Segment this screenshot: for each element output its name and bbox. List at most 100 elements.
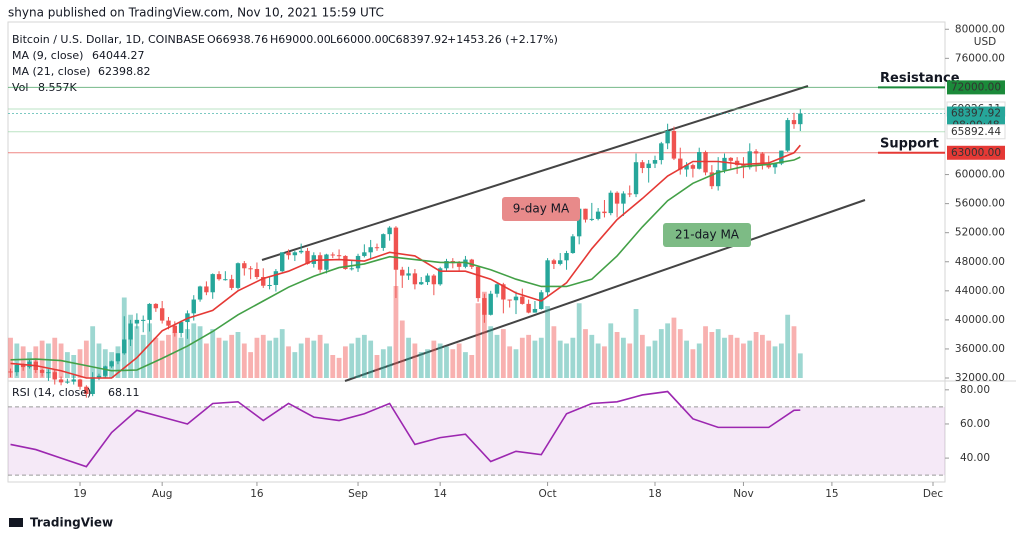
ma21-line [10,156,801,372]
volume-bar [519,337,525,378]
y-tick-label: 76000.00 [955,52,1005,64]
volume-bar [772,346,778,378]
candle-body [671,130,677,159]
candle-body [589,218,595,220]
volume-bar [140,334,146,378]
volume-bar [52,337,58,378]
candle-body [400,269,405,276]
candle-body [425,275,430,283]
legend-ohlc: H69000.00 [270,33,331,46]
candle-body [513,296,519,301]
rsi-line [10,390,801,468]
volume-bar [166,334,171,378]
volume-bar [241,343,247,378]
volume-bar [589,334,595,378]
volume-bar [260,334,266,378]
volume-bar [361,334,367,378]
volume-bar [481,291,487,378]
volume-bar [475,303,481,378]
volume-bar [450,349,456,378]
candle-body [494,284,500,294]
candle-body [292,252,298,256]
volume-bar [538,337,544,378]
candle-body [122,339,127,354]
candle-body [58,379,64,383]
candle-body [273,271,279,286]
volume-bar [690,349,696,378]
volume-bar [747,340,753,378]
price-label: 72000.00 [951,81,1001,93]
annotation-box [663,223,751,247]
volume-bar [147,323,152,378]
candle-body [570,236,576,254]
volume-bar [797,353,803,378]
volume-bar [235,332,241,378]
volume-bar [418,352,424,378]
candle-body [248,268,253,270]
candle-body [71,379,76,382]
candle-body [109,361,114,367]
candle-body [412,273,418,285]
candle-body [431,275,437,285]
price-label-box [947,145,1005,160]
price-label: 68397.92 [951,108,1001,120]
volume-bar [178,337,184,378]
volume-bar [90,326,96,378]
volume-bar [526,334,532,378]
candle-body [444,261,449,269]
volume-bar [576,303,582,378]
price-label-box [946,124,1006,140]
x-tick-label: 18 [648,488,661,500]
volume-bar [279,329,285,378]
candle-body [437,268,443,285]
x-tick-label: 19 [73,488,86,500]
candle-body [760,153,765,165]
legend-ohlc: C68397.92 [388,33,448,46]
x-tick-label: 14 [433,488,447,500]
candle-body [646,163,651,169]
candle-body [520,296,525,304]
volume-bar [639,334,645,378]
y-tick-label: 60000.00 [955,169,1005,181]
candle-body [343,255,348,270]
volume-bar [532,340,538,378]
volume-bar [684,340,689,378]
candle-body [753,151,759,154]
volume-bar [387,346,393,378]
volume-bar [652,340,658,378]
candle-body [785,120,790,151]
candle-body [128,323,133,340]
candle-body [115,353,121,362]
volume-bar [728,334,734,378]
volume-bar [734,337,740,378]
volume-bar [159,340,165,378]
level-label: Resistance [880,71,960,86]
volume-bar [248,352,254,378]
volume-bar [469,355,475,378]
candle-body [261,277,266,286]
candle-body [526,303,531,313]
volume-bar [564,343,569,378]
volume-bar [722,337,727,378]
volume-bar [330,355,336,378]
volume-bar [766,340,772,378]
candle-body [621,193,626,204]
upper-trendline [261,85,809,261]
volume-bar [456,343,462,378]
candle-body [197,286,203,300]
rsi-tick-label: 60.00 [960,418,990,430]
candle-body [90,377,95,394]
candle-body [766,164,771,168]
volume-bar [336,357,342,378]
candle-body [482,298,487,315]
x-tick-label: 16 [250,488,264,500]
volume-bar [185,329,190,378]
volume-bar [8,337,13,378]
volume-bar [20,346,26,378]
candle-body [665,130,670,144]
annotation-text: 21-day MA [675,228,740,242]
volume-bar [203,343,209,378]
candle-body [330,254,335,256]
legend-value: 62398.82 [98,65,151,78]
x-tick-label: Dec [923,488,944,500]
